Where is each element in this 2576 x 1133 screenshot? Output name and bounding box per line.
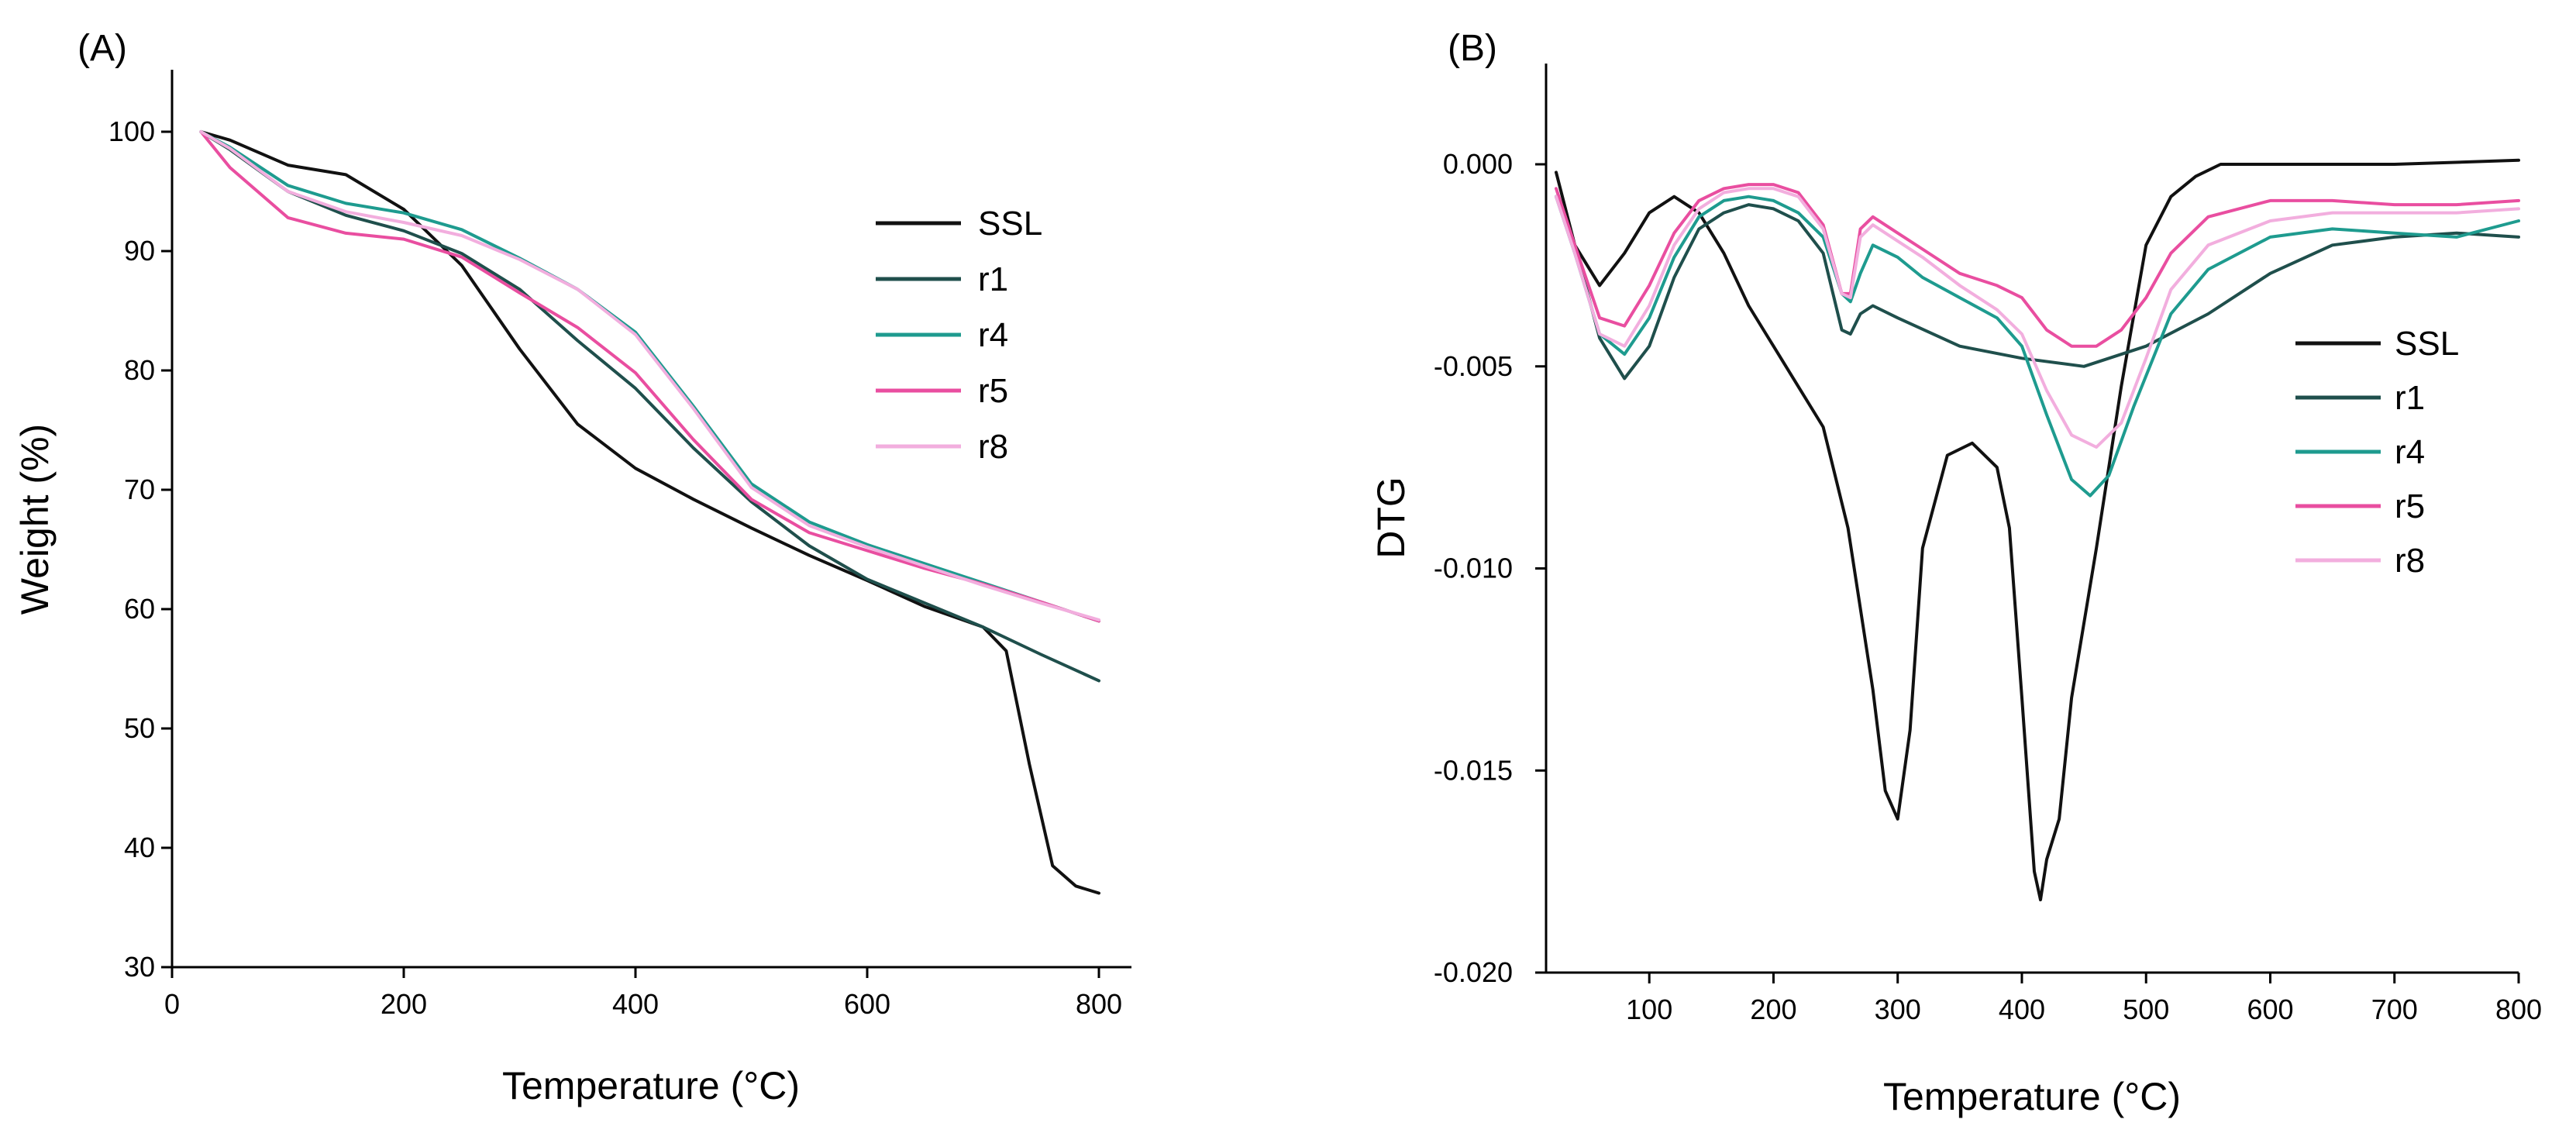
a-series-r1 bbox=[199, 130, 1100, 683]
b-x-tick-label: 500 bbox=[2123, 994, 2169, 1025]
b-x-tick-label: 100 bbox=[1626, 994, 1672, 1025]
a-legend-label-r4: r4 bbox=[978, 316, 1008, 354]
a-x-tick-label: 600 bbox=[844, 988, 890, 1020]
b-y-tick-label: -0.015 bbox=[1434, 754, 1513, 786]
panel-b-y-axis-title: DTG bbox=[1369, 477, 1413, 559]
b-y-tick-label: 0.000 bbox=[1443, 148, 1513, 180]
panel-a-series bbox=[199, 130, 1100, 895]
b-legend-label-ssl: SSL bbox=[2395, 325, 2459, 363]
a-series-r4 bbox=[199, 130, 1100, 623]
chart-panel-b: (B) 100 200 300 400 500 600 700 800 0.000 -0.005 -… bbox=[1369, 28, 2542, 1118]
b-x-tick-label: 400 bbox=[1999, 994, 2045, 1025]
panel-b-series bbox=[1555, 158, 2520, 902]
panel-a-y-axis-title: Weight (%) bbox=[13, 424, 57, 615]
a-x-tick-label: 200 bbox=[381, 988, 427, 1020]
b-x-tick-label: 700 bbox=[2371, 994, 2418, 1025]
b-legend-label-r4: r4 bbox=[2395, 433, 2425, 471]
b-x-tick-label: 300 bbox=[1875, 994, 1921, 1025]
a-y-tick-label: 90 bbox=[124, 235, 155, 267]
b-x-tick-label: 600 bbox=[2247, 994, 2293, 1025]
b-series-r1 bbox=[1555, 195, 2520, 381]
b-y-tick-label: -0.010 bbox=[1434, 553, 1513, 584]
a-y-tick-label: 70 bbox=[124, 474, 155, 505]
a-legend-label-r1: r1 bbox=[978, 260, 1008, 298]
b-series-r8 bbox=[1555, 187, 2520, 449]
a-legend-label-r8: r8 bbox=[978, 428, 1008, 466]
a-x-tick-label: 800 bbox=[1076, 988, 1122, 1020]
panel-b-label: (B) bbox=[1448, 28, 1497, 69]
panel-a-x-axis-title: Temperature (°C) bbox=[502, 1064, 800, 1107]
a-series-r8 bbox=[199, 130, 1100, 622]
a-series-r5 bbox=[199, 130, 1100, 623]
a-y-tick-label: 30 bbox=[124, 951, 155, 983]
a-x-tick-label: 0 bbox=[164, 988, 180, 1020]
a-series-ssl bbox=[199, 130, 1100, 895]
a-y-tick-label: 40 bbox=[124, 832, 155, 863]
b-y-tick-label: -0.005 bbox=[1434, 350, 1513, 382]
b-legend-label-r8: r8 bbox=[2395, 542, 2425, 580]
b-series-ssl bbox=[1555, 158, 2520, 902]
a-y-tick-label: 100 bbox=[108, 115, 155, 147]
a-y-tick-label: 80 bbox=[124, 354, 155, 386]
panel-a-label: (A) bbox=[77, 28, 127, 69]
b-legend-label-r1: r1 bbox=[2395, 379, 2425, 417]
chart-panel-a: (A) 0 200 400 600 800 30 40 50 60 70 80 90 100 SSL r1… bbox=[13, 28, 1131, 1107]
b-x-tick-label: 200 bbox=[1750, 994, 1796, 1025]
panel-b-ticks: 100 200 300 400 500 600 700 800 0.000 -0.005 -0.01… bbox=[1434, 148, 2542, 1025]
b-legend-label-r5: r5 bbox=[2395, 487, 2425, 525]
a-y-tick-label: 60 bbox=[124, 593, 155, 625]
a-legend-label-ssl: SSL bbox=[978, 205, 1042, 243]
panel-a-legend: SSL r1 r4 r5 r8 bbox=[876, 205, 1042, 466]
b-y-tick-label: -0.020 bbox=[1434, 956, 1513, 988]
b-series-r4 bbox=[1555, 195, 2520, 498]
a-y-tick-label: 50 bbox=[124, 712, 155, 744]
panel-a-ticks: 0 200 400 600 800 30 40 50 60 70 80 90 100 bbox=[108, 115, 1122, 1020]
b-series-r5 bbox=[1555, 183, 2520, 348]
panel-b-legend: SSL r1 r4 r5 r8 bbox=[2295, 325, 2459, 580]
a-x-tick-label: 400 bbox=[612, 988, 659, 1020]
a-legend-label-r5: r5 bbox=[978, 372, 1008, 410]
panel-b-x-axis-title: Temperature (°C) bbox=[1883, 1075, 2181, 1118]
b-x-tick-label: 800 bbox=[2495, 994, 2542, 1025]
